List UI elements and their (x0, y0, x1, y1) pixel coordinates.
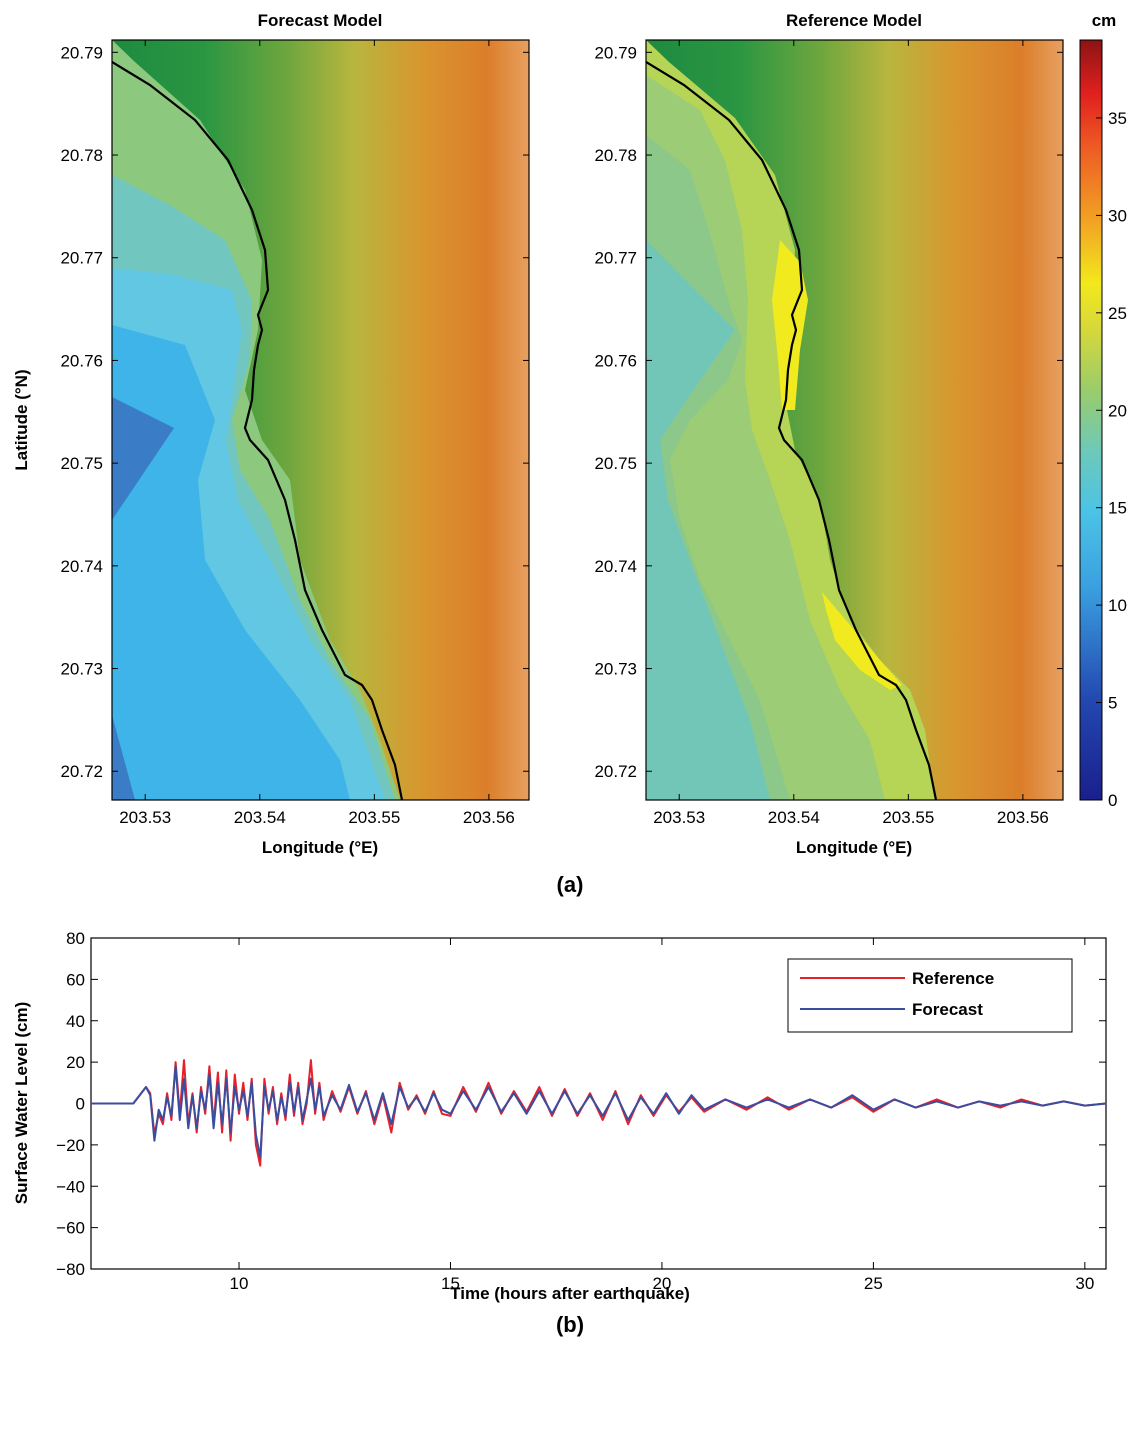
reference-ytick-label-3: 20.76 (594, 351, 637, 370)
colorbar-tick-label-3: 20 (1108, 401, 1127, 420)
colorbar-tick-label-4: 15 (1108, 499, 1127, 518)
forecast-ytick-label-6: 20.73 (60, 660, 103, 679)
legend-label-reference: Reference (912, 969, 994, 988)
timeseries-ytick-label-1: 60 (66, 970, 85, 989)
timeseries-series (91, 1059, 1106, 1167)
reference-water-zone-teal (646, 240, 770, 800)
reference-map (646, 40, 1063, 800)
reference-ytick-label-2: 20.77 (594, 249, 637, 268)
timeseries-xtick-label-0: 10 (230, 1274, 249, 1293)
timeseries-ytick-label-6: −40 (56, 1177, 85, 1196)
legend-label-forecast: Forecast (912, 1000, 983, 1019)
reference-ytick-label-1: 20.78 (594, 146, 637, 165)
forecast-ytick-label-7: 20.72 (60, 762, 103, 781)
colorbar-ticks: 35 30 25 20 15 10 5 0 (1096, 109, 1127, 810)
timeseries-xtick-label-4: 30 (1075, 1274, 1094, 1293)
forecast-ytick-label-3: 20.76 (60, 351, 103, 370)
colorbar (1079, 39, 1103, 801)
legend-box (787, 958, 1073, 1033)
colorbar-tick-label-1: 30 (1108, 206, 1127, 225)
colorbar-tick-label-7: 0 (1108, 791, 1117, 810)
forecast-xtick-label-1: 203.54 (234, 808, 286, 827)
forecast-water-zone-darkblue-2 (112, 715, 135, 800)
timeseries-ylabel: Surface Water Level (cm) (12, 1002, 31, 1205)
colorbar-tick-label-6: 5 (1108, 694, 1117, 713)
panel-label-a: (a) (557, 872, 584, 897)
reference-xtick-label-2: 203.55 (882, 808, 934, 827)
reference-ytick-label-0: 20.79 (594, 43, 637, 62)
forecast-xtick-label-2: 203.55 (348, 808, 400, 827)
forecast-coastline (112, 61, 404, 800)
colorbar-tick-label-2: 25 (1108, 304, 1127, 323)
timeseries-xtick-label-2: 20 (652, 1274, 671, 1293)
timeseries-ytick-label-7: −60 (56, 1219, 85, 1238)
reference-map-xlabel: Longitude (°E) (796, 838, 912, 857)
forecast-ytick-label-2: 20.77 (60, 249, 103, 268)
forecast-ytick-label-1: 20.78 (60, 146, 103, 165)
timeseries-ytick-label-2: 40 (66, 1012, 85, 1031)
timeseries-ytick-label-3: 20 (66, 1053, 85, 1072)
timeseries-ytick-label-0: 80 (66, 929, 85, 948)
timeseries-xtick-label-1: 15 (441, 1274, 460, 1293)
timeseries-xtick-label-3: 25 (864, 1274, 883, 1293)
reference-xtick-label-3: 203.56 (997, 808, 1049, 827)
timeseries-ytick-label-8: −80 (56, 1260, 85, 1279)
reference-xtick-label-0: 203.53 (653, 808, 705, 827)
forecast-map-xlabel: Longitude (°E) (262, 838, 378, 857)
forecast-ytick-label-0: 20.79 (60, 43, 103, 62)
colorbar-unit: cm (1092, 11, 1117, 30)
forecast-ytick-label-5: 20.74 (60, 557, 103, 576)
forecast-ytick-label-4: 20.75 (60, 454, 103, 473)
reference-map-frame (645, 39, 1064, 801)
reference-ytick-label-5: 20.74 (594, 557, 637, 576)
forecast-xtick-label-3: 203.56 (463, 808, 515, 827)
reference-ytick-label-4: 20.75 (594, 454, 637, 473)
reference-ytick-label-7: 20.72 (594, 762, 637, 781)
colorbar-tick-label-0: 35 (1108, 109, 1127, 128)
colorbar-tick-label-5: 10 (1108, 596, 1127, 615)
timeseries-ytick-label-5: −20 (56, 1136, 85, 1155)
forecast-map-frame (111, 39, 530, 801)
timeseries-ticks: 10 15 20 25 30 80 60 40 20 0 −20 −40 −60 −80 (56, 929, 1106, 1293)
forecast-water-zone-blue (112, 325, 350, 800)
reference-xtick-label-1: 203.54 (768, 808, 820, 827)
timeseries-ytick-label-4: 0 (76, 1095, 85, 1114)
series-line-forecast (91, 1065, 1106, 1159)
legend: Reference Forecast (787, 958, 1073, 1033)
panel-label-b: (b) (556, 1312, 584, 1337)
forecast-xtick-label-0: 203.53 (119, 808, 171, 827)
timeseries-xlabel: Time (hours after earthquake) (450, 1284, 690, 1303)
forecast-map-title: Forecast Model (258, 11, 383, 30)
forecast-map (112, 40, 529, 800)
reference-map-title: Reference Model (786, 11, 922, 30)
reference-water-zone-yellow-north (772, 240, 808, 410)
map-ylabel: Latitude (°N) (12, 369, 31, 470)
reference-ytick-label-6: 20.73 (594, 660, 637, 679)
map-ticks: 203.53 203.54 203.55 203.56 20.79 20.78 20.77 2… (60, 40, 1063, 827)
forecast-water-zone-darkblue (112, 397, 174, 520)
reference-coastline (646, 61, 938, 800)
